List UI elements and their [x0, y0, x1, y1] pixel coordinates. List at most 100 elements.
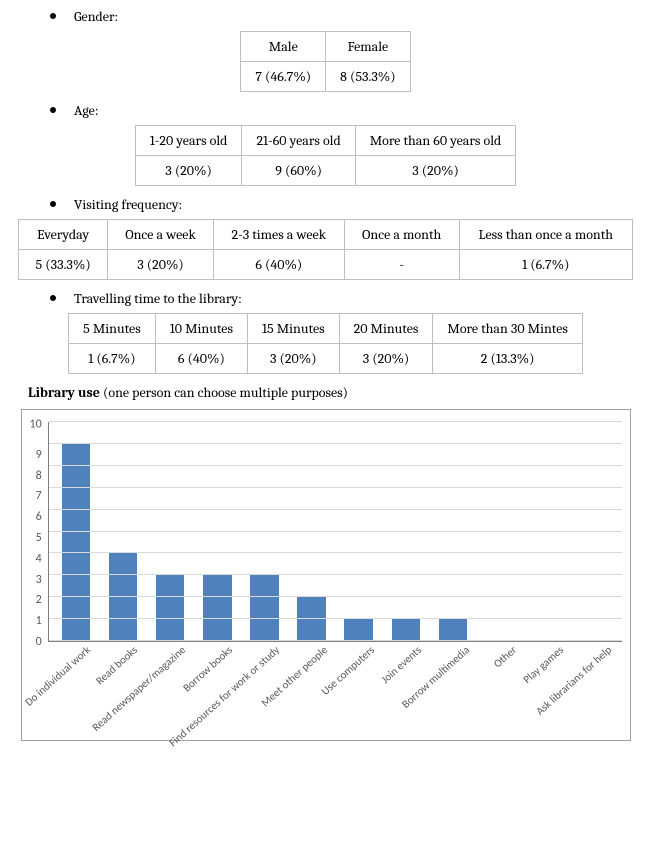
table-cell: 6 (40%): [155, 344, 247, 374]
chart-bar-slot: [382, 422, 429, 641]
chart-y-tick: 0: [36, 636, 42, 648]
chart-bar: [344, 619, 372, 641]
chart-y-tick: 3: [36, 574, 42, 586]
chart-y-tick: 5: [36, 532, 42, 544]
table-cell: 3 (20%): [247, 344, 339, 374]
table-header: 20 Minutes: [339, 314, 433, 344]
table-header: 21-60 years old: [242, 126, 355, 156]
chart-y-tick: 1: [36, 615, 42, 627]
gender-table: Male Female 7 (46.7%) 8 (53.3%): [240, 31, 410, 92]
library-use-chart: 109876543210 Do individual workRead book…: [21, 409, 631, 741]
table-row: Male Female: [241, 32, 410, 62]
chart-grid-line: [49, 574, 622, 575]
table-cell: 2 (13.3%): [433, 344, 583, 374]
library-use-heading: Library use (one person can choose multi…: [28, 384, 633, 401]
chart-grid-line: [49, 487, 622, 488]
table-header: Female: [326, 32, 410, 62]
chart-y-axis: 109876543210: [30, 422, 48, 642]
bullet-dot: [50, 201, 56, 207]
visiting-table: Everyday Once a week 2-3 times a week On…: [18, 219, 633, 280]
chart-x-label-slot: Other: [479, 644, 526, 736]
chart-bar-slot: [523, 422, 570, 641]
table-row: 1-20 years old 21-60 years old More than…: [135, 126, 516, 156]
visiting-label: Visiting frequency:: [74, 196, 182, 213]
chart-body: 109876543210: [30, 422, 622, 642]
table-row: 5 Minutes 10 Minutes 15 Minutes 20 Minut…: [69, 314, 583, 344]
gender-label: Gender:: [74, 8, 118, 25]
chart-bar-slot: [100, 422, 147, 641]
chart-bar-slot: [241, 422, 288, 641]
chart-bar: [392, 619, 420, 641]
chart-grid-line: [49, 465, 622, 466]
table-cell: 8 (53.3%): [326, 62, 410, 92]
chart-x-labels: Do individual workRead booksRead newspap…: [30, 642, 622, 736]
table-cell: 3 (20%): [355, 156, 516, 186]
chart-x-label-slot: Ask librarians for help: [574, 644, 621, 736]
chart-bar: [109, 553, 137, 641]
table-header: Male: [241, 32, 326, 62]
table-row: 1 (6.7%) 6 (40%) 3 (20%) 3 (20%) 2 (13.3…: [69, 344, 583, 374]
table-row: Everyday Once a week 2-3 times a week On…: [19, 220, 633, 250]
chart-bar: [439, 619, 467, 641]
chart-bar: [156, 575, 184, 641]
bullet-visiting: Visiting frequency:: [50, 196, 633, 213]
chart-bar-slot: [335, 422, 382, 641]
table-header: Less than once a month: [459, 220, 632, 250]
table-row: 7 (46.7%) 8 (53.3%): [241, 62, 410, 92]
chart-bar: [62, 444, 90, 641]
chart-y-tick: 8: [36, 470, 42, 482]
chart-bar-slot: [288, 422, 335, 641]
table-header: 1-20 years old: [135, 126, 242, 156]
chart-grid-line: [49, 596, 622, 597]
chart-y-tick: 10: [30, 418, 42, 430]
chart-y-tick: 6: [36, 511, 42, 523]
table-cell: 1 (6.7%): [459, 250, 632, 280]
chart-grid-line: [49, 618, 622, 619]
chart-bar-slot: [194, 422, 241, 641]
table-header: Everyday: [19, 220, 108, 250]
chart-x-label-slot: Use computers: [337, 644, 384, 736]
chart-bar-slot: [53, 422, 100, 641]
table-cell: 6 (40%): [213, 250, 344, 280]
bullet-travel: Travelling time to the library:: [50, 290, 633, 307]
table-header: More than 30 Mintes: [433, 314, 583, 344]
chart-grid-line: [49, 443, 622, 444]
bullet-dot: [50, 107, 56, 113]
chart-grid-line: [49, 640, 622, 641]
table-header: 2-3 times a week: [213, 220, 344, 250]
chart-grid-line: [49, 421, 622, 422]
age-label: Age:: [74, 102, 99, 119]
travel-table: 5 Minutes 10 Minutes 15 Minutes 20 Minut…: [68, 313, 583, 374]
chart-y-tick: 2: [36, 594, 42, 606]
table-row: 3 (20%) 9 (60%) 3 (20%): [135, 156, 516, 186]
chart-grid-line: [49, 509, 622, 510]
chart-bar-slot: [429, 422, 476, 641]
chart-y-tick: 4: [36, 553, 42, 565]
chart-y-tick: 7: [36, 490, 42, 502]
table-header: Once a month: [344, 220, 459, 250]
chart-bar: [203, 575, 231, 641]
table-cell: 3 (20%): [339, 344, 433, 374]
chart-bar-slot: [147, 422, 194, 641]
chart-bar-slot: [570, 422, 617, 641]
chart-bar-slot: [476, 422, 523, 641]
table-cell: 3 (20%): [135, 156, 242, 186]
chart-bar: [250, 575, 278, 641]
chart-grid-line: [49, 552, 622, 553]
library-use-heading-bold: Library use: [28, 384, 100, 401]
table-cell: 3 (20%): [108, 250, 214, 280]
table-header: 5 Minutes: [69, 314, 156, 344]
table-row: 5 (33.3%) 3 (20%) 6 (40%) - 1 (6.7%): [19, 250, 633, 280]
table-header: 15 Minutes: [247, 314, 339, 344]
table-cell: -: [344, 250, 459, 280]
chart-grid-line: [49, 531, 622, 532]
age-table: 1-20 years old 21-60 years old More than…: [135, 125, 517, 186]
table-cell: 5 (33.3%): [19, 250, 108, 280]
bullet-age: Age:: [50, 102, 633, 119]
chart-plot-area: [48, 422, 622, 642]
bullet-dot: [50, 295, 56, 301]
bullet-dot: [50, 13, 56, 19]
table-cell: 7 (46.7%): [241, 62, 326, 92]
travel-label: Travelling time to the library:: [74, 290, 242, 307]
table-cell: 9 (60%): [242, 156, 355, 186]
